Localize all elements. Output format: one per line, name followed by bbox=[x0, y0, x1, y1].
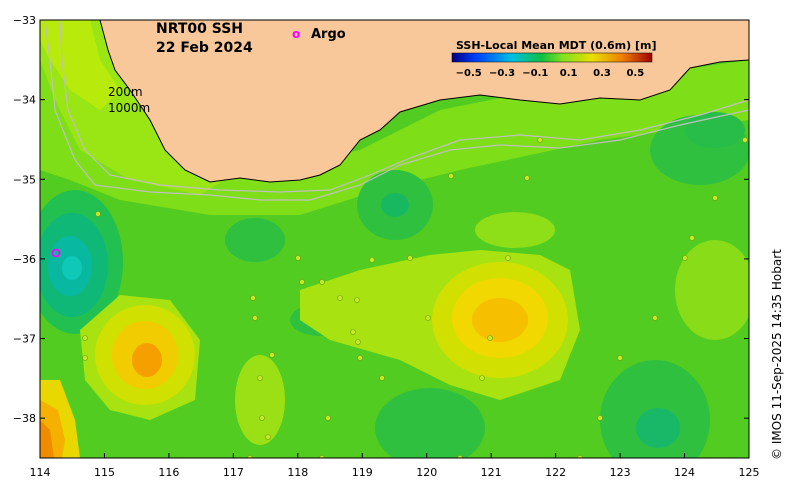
colorbar-title: SSH-Local Mean MDT (0.6m) [m] bbox=[456, 39, 656, 52]
x-tick-label: 114 bbox=[30, 466, 51, 479]
x-axis: 114 115 116 117 118 119 120 121 122 123 124 125 bbox=[30, 453, 760, 479]
y-tick-label: −36 bbox=[13, 253, 36, 266]
colorbar-tick-label: 0.1 bbox=[560, 68, 578, 79]
product-title: NRT00 SSH bbox=[156, 21, 243, 37]
argo-legend-label: Argo bbox=[311, 27, 346, 42]
imos-credit: © IMOS 11-Sep-2025 14:35 Hobart bbox=[770, 249, 784, 460]
y-tick-label: −38 bbox=[13, 412, 36, 425]
map-date: 22 Feb 2024 bbox=[156, 40, 253, 56]
x-tick-label: 117 bbox=[223, 466, 244, 479]
y-tick-label: −37 bbox=[13, 333, 36, 346]
colorbar-tick-label: 0.3 bbox=[593, 68, 611, 79]
colorbar bbox=[451, 52, 653, 63]
x-tick-label: 119 bbox=[352, 466, 373, 479]
isobath-1000m bbox=[59, 20, 749, 193]
y-tick-label: −35 bbox=[13, 173, 36, 186]
x-tick-label: 121 bbox=[481, 466, 502, 479]
x-tick-label: 122 bbox=[545, 466, 566, 479]
x-tick-label: 115 bbox=[94, 466, 115, 479]
isobath-label-200m: 200m bbox=[108, 85, 143, 99]
drifter-points bbox=[82, 137, 748, 458]
x-tick-label: 118 bbox=[287, 466, 308, 479]
x-tick-label: 116 bbox=[158, 466, 179, 479]
argo-float-marker bbox=[51, 248, 61, 258]
argo-legend-marker: o bbox=[292, 27, 300, 41]
colorbar-tick-label: 0.5 bbox=[626, 68, 644, 79]
isobath-200m bbox=[44, 20, 749, 201]
y-axis: −33 −34 −35 −36 −37 −38 bbox=[13, 14, 749, 425]
colorbar-tick-label: −0.1 bbox=[522, 68, 548, 79]
x-tick-label: 124 bbox=[674, 466, 695, 479]
y-tick-label: −34 bbox=[13, 94, 36, 107]
x-tick-label: 123 bbox=[610, 466, 631, 479]
x-tick-label: 120 bbox=[416, 466, 437, 479]
isobath-label-1000m: 1000m bbox=[108, 101, 150, 115]
y-tick-label: −33 bbox=[13, 14, 36, 27]
colorbar-ticks: −0.5 −0.3 −0.1 0.1 0.3 0.5 bbox=[456, 68, 645, 79]
colorbar-tick-label: −0.3 bbox=[489, 68, 515, 79]
colorbar-tick-label: −0.5 bbox=[456, 68, 482, 79]
x-tick-label: 125 bbox=[739, 466, 760, 479]
plot-frame bbox=[39, 19, 750, 459]
